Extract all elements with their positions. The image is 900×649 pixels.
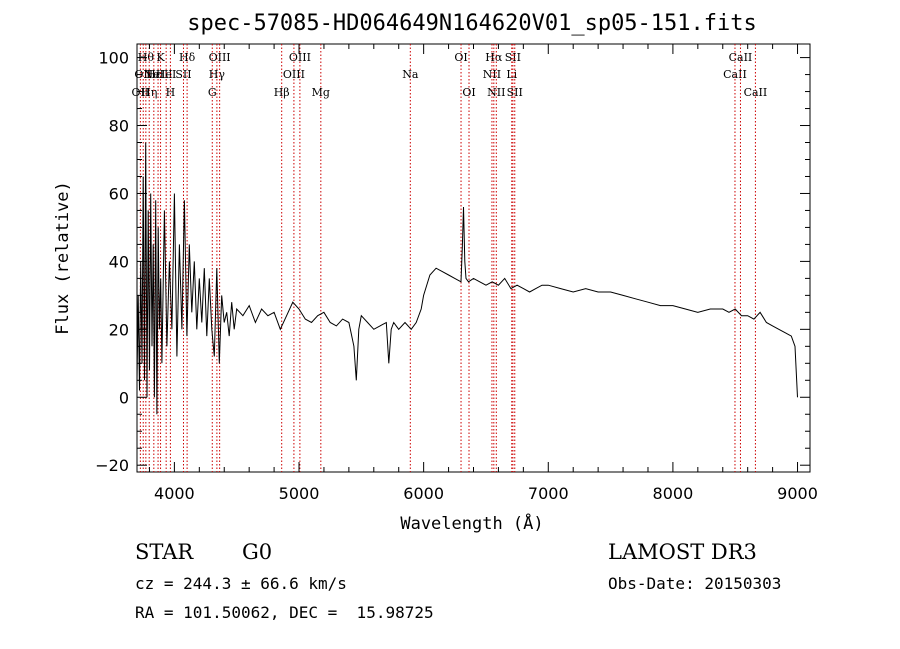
obs-date: Obs-Date: 20150303 [608,574,782,593]
y-tick-label: 100 [98,49,129,68]
marker-label: Na [402,68,419,81]
object-class: STAR [135,540,194,564]
marker-label: Hβ [274,86,290,99]
marker-label: OI [454,51,467,64]
marker-label: Hγ [209,68,226,81]
marker-label: Hε [146,68,162,81]
marker-label: OII [134,68,152,81]
y-tick-label: −20 [95,456,129,475]
marker-label: CaII [729,51,753,64]
marker-label: SII [175,68,191,81]
y-axis-label: Flux (relative) [53,181,73,335]
marker-label: Mg [312,86,330,99]
marker-label: Li [506,68,517,81]
marker-label: NeIII [143,68,172,81]
x-tick-label: 4000 [154,484,195,503]
x-axis-label: Wavelength (Å) [400,512,543,534]
y-tick-label: 60 [109,184,129,203]
marker-label: OIII [209,51,231,64]
y-tick-label: 40 [109,252,129,271]
marker-label: Hα [485,51,503,64]
coordinates: RA = 101.50062, DEC = 15.98725 [135,603,434,622]
marker-label: OI [462,86,475,99]
marker-label: SII [507,86,523,99]
emission-line-markers: OIIOIIHθHηHεNeIIIKHeIHSIIHδGHγOIIIHβOIII… [132,44,768,472]
marker-label: NII [487,86,505,99]
marker-label: CaII [744,86,768,99]
spectrum-line [136,142,798,415]
chart-title: spec-57085-HD064649N164620V01_sp05-151.f… [187,11,757,36]
y-tick-label: 20 [109,320,129,339]
object-subclass: G0 [242,540,273,564]
y-tick-label: 80 [109,117,129,136]
marker-label: G [208,86,217,99]
x-tick-label: 8000 [653,484,694,503]
y-tick-label: 0 [119,388,129,407]
plot-frame [136,43,811,473]
marker-label: OIII [283,68,305,81]
marker-label: H [166,86,176,99]
x-tick-label: 5000 [279,484,320,503]
marker-label: SII [505,51,521,64]
x-axis-ticks: 4000 5000 6000 7000 8000 9000 [148,44,818,503]
x-tick-label: 7000 [528,484,569,503]
redshift-text: cz = 244.3 ± 66.6 km/s [135,574,347,593]
marker-label: OIII [289,51,311,64]
marker-label: Hδ [179,51,196,64]
marker-label: HeI [156,68,176,81]
x-tick-label: 6000 [403,484,444,503]
marker-label: K [156,51,165,64]
marker-label: CaII [723,68,747,81]
x-tick-label: 9000 [777,484,818,503]
marker-label: NII [483,68,501,81]
y-axis-ticks: −20 0 20 40 60 80 100 [95,49,810,475]
marker-label: OII [132,86,150,99]
marker-label: Hη [141,86,157,99]
survey-name: LAMOST DR3 [608,540,757,564]
